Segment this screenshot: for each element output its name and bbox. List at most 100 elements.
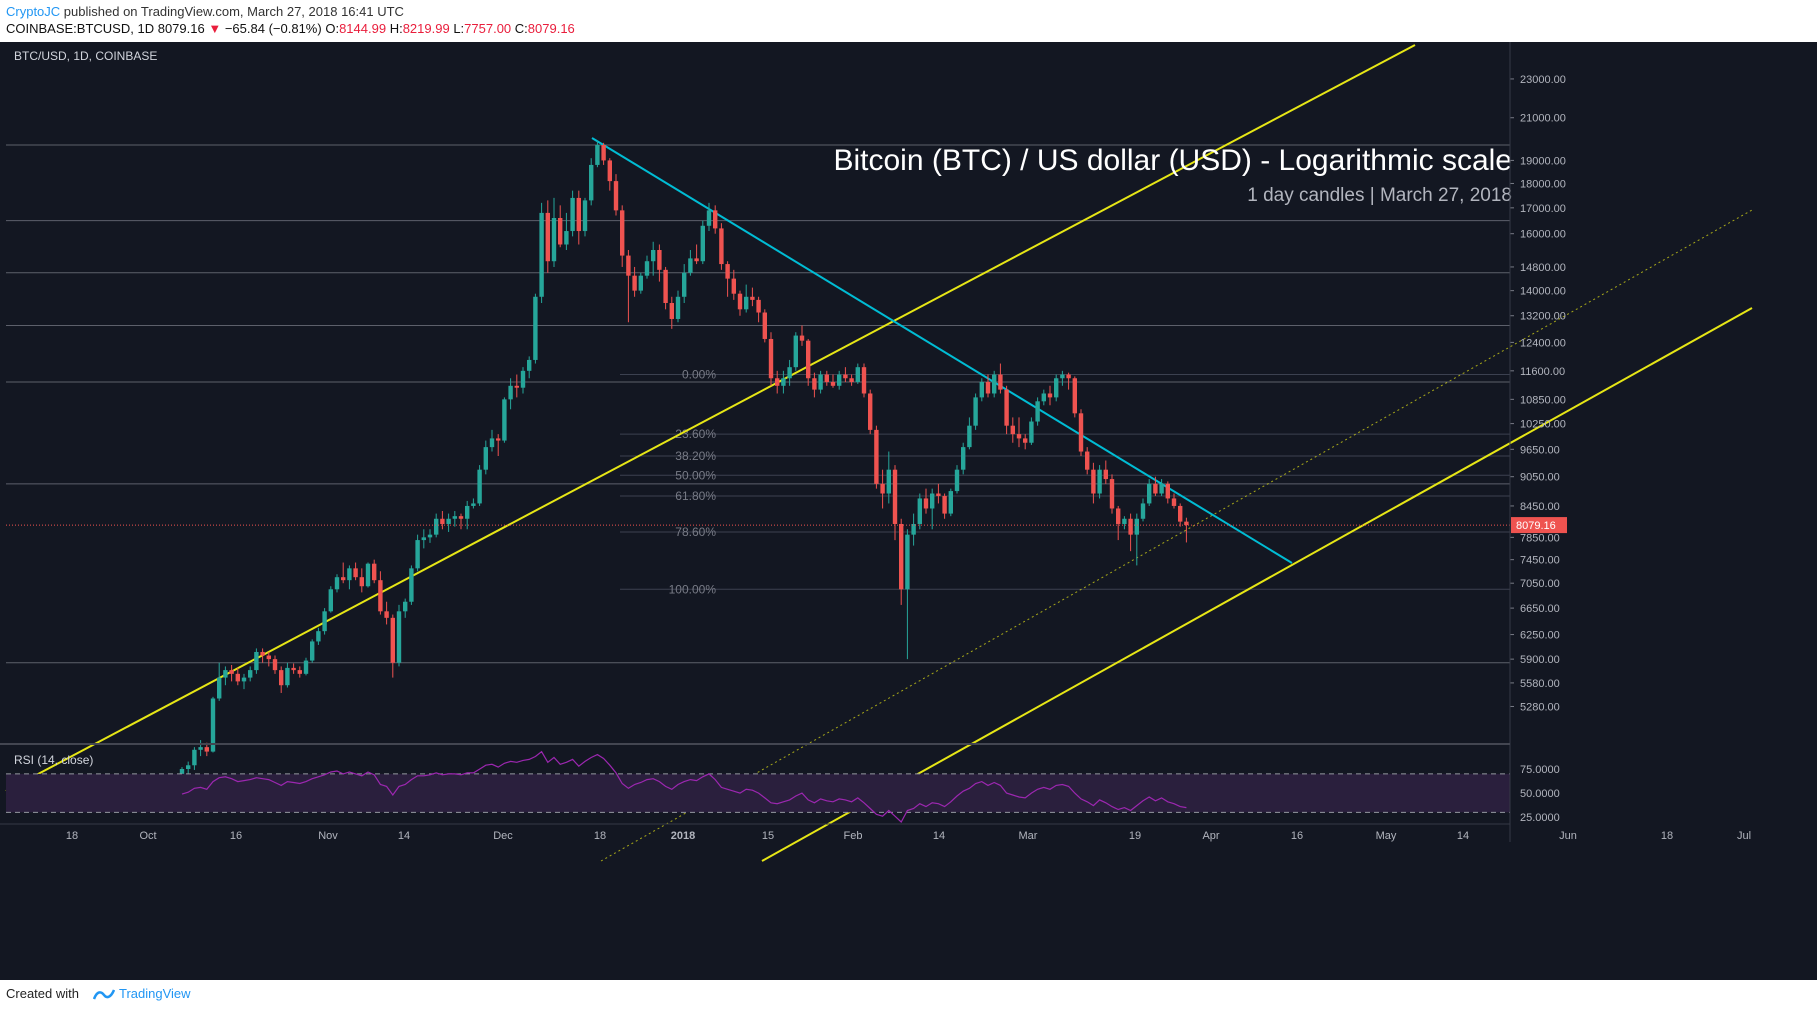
candle[interactable] (427, 529, 433, 543)
candle[interactable] (682, 264, 687, 304)
candle[interactable] (403, 598, 408, 618)
candle[interactable] (868, 389, 873, 435)
candle[interactable] (948, 488, 953, 517)
candle[interactable] (613, 174, 619, 216)
candle[interactable] (824, 370, 829, 386)
candle[interactable] (998, 363, 1003, 394)
candle[interactable] (787, 359, 792, 386)
time-axis[interactable]: 18 Oct 16 Nov 14 Dec 18 2018 15 Feb 14 Mar 19 Apr 16 Ma… (0, 823, 1751, 842)
candle[interactable] (297, 666, 302, 678)
candle[interactable] (508, 378, 513, 410)
candle[interactable] (775, 370, 780, 394)
candle[interactable] (1153, 476, 1158, 496)
candle[interactable] (1140, 498, 1146, 522)
candle[interactable] (1165, 481, 1170, 504)
candle[interactable] (446, 513, 451, 532)
candle[interactable] (1122, 516, 1127, 530)
candle[interactable] (942, 493, 947, 519)
candle[interactable] (768, 332, 774, 386)
candle[interactable] (421, 529, 426, 549)
candle[interactable] (316, 627, 321, 645)
candle[interactable] (1004, 385, 1009, 435)
candle[interactable] (496, 434, 501, 457)
price-axis[interactable]: 23000.00 21000.00 19000.00 18000.00 17000.00… (1510, 74, 1567, 714)
candle[interactable] (458, 513, 464, 530)
candle[interactable] (663, 266, 668, 310)
candle[interactable] (756, 296, 761, 323)
candle[interactable] (1091, 462, 1096, 504)
candle[interactable] (1023, 434, 1028, 450)
candle[interactable] (415, 534, 420, 572)
candle[interactable] (849, 374, 854, 386)
candle[interactable] (254, 648, 259, 674)
candle[interactable] (372, 559, 377, 584)
candle[interactable] (905, 529, 910, 660)
candle[interactable] (409, 565, 414, 605)
candle[interactable] (260, 648, 265, 663)
candle[interactable] (285, 662, 290, 688)
channel-upper-line[interactable] (5, 44, 1416, 792)
candle[interactable] (266, 651, 271, 667)
candle[interactable] (1097, 465, 1102, 499)
candle[interactable] (973, 393, 978, 430)
candle[interactable] (551, 197, 557, 267)
candle[interactable] (793, 332, 798, 371)
candle[interactable] (527, 356, 532, 379)
candle[interactable] (992, 370, 997, 398)
candle[interactable] (217, 662, 222, 701)
channel-lower-line[interactable] (761, 307, 1753, 862)
candle[interactable] (830, 374, 836, 388)
candle[interactable] (961, 442, 966, 475)
candle[interactable] (669, 296, 674, 329)
candle[interactable] (1159, 479, 1164, 496)
candle[interactable] (1035, 397, 1040, 426)
candle[interactable] (390, 614, 395, 678)
candle[interactable] (874, 425, 879, 489)
candle[interactable] (886, 451, 891, 504)
candle[interactable] (880, 469, 885, 509)
candle[interactable] (384, 601, 389, 625)
candle[interactable] (731, 269, 736, 300)
candle[interactable] (365, 562, 371, 588)
candle[interactable] (700, 220, 705, 265)
candle[interactable] (502, 397, 507, 443)
candle[interactable] (1047, 385, 1053, 406)
candle[interactable] (341, 562, 346, 584)
candle[interactable] (899, 518, 904, 605)
candle[interactable] (334, 574, 340, 593)
candle[interactable] (651, 241, 656, 276)
candle[interactable] (936, 483, 941, 504)
candle[interactable] (601, 142, 606, 165)
candle[interactable] (917, 493, 922, 530)
candle[interactable] (564, 212, 569, 250)
candle[interactable] (923, 488, 929, 514)
candle[interactable] (353, 562, 358, 581)
candle[interactable] (1054, 374, 1059, 402)
candle[interactable] (985, 374, 991, 398)
candle[interactable] (1010, 417, 1015, 443)
candle[interactable] (1066, 372, 1071, 390)
candle[interactable] (713, 205, 718, 234)
candle[interactable] (855, 363, 860, 384)
candle[interactable] (688, 249, 693, 276)
candle[interactable] (1134, 513, 1139, 566)
candle[interactable] (1072, 376, 1077, 418)
candle[interactable] (291, 663, 296, 674)
candle[interactable] (452, 511, 457, 527)
candle[interactable] (719, 223, 724, 270)
candle[interactable] (347, 565, 352, 590)
candle[interactable] (1128, 513, 1133, 552)
candle[interactable] (1041, 389, 1046, 406)
candle[interactable] (1178, 503, 1183, 527)
candle[interactable] (328, 586, 333, 613)
candle[interactable] (223, 666, 228, 686)
candle[interactable] (533, 293, 538, 364)
candle[interactable] (1147, 479, 1152, 506)
candle[interactable] (520, 367, 526, 394)
candle[interactable] (359, 568, 364, 593)
candle[interactable] (279, 666, 284, 693)
candle[interactable] (1029, 417, 1034, 445)
candle[interactable] (979, 378, 984, 402)
candle[interactable] (744, 284, 749, 313)
candle[interactable] (892, 465, 898, 541)
